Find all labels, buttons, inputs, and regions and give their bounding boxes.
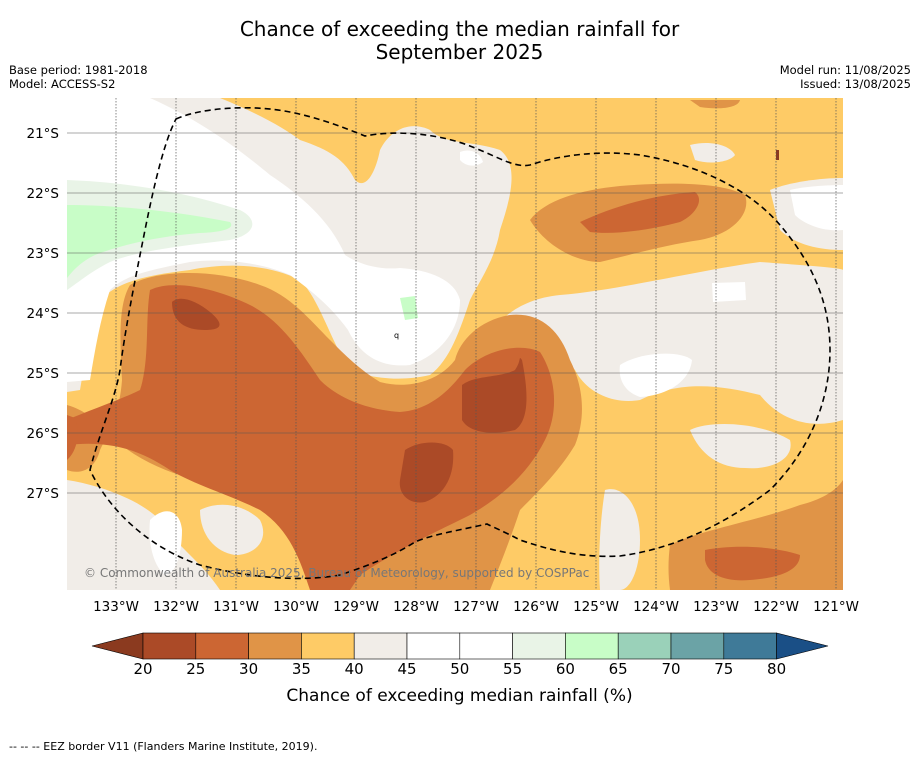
- colorbar-tick-label: 35: [291, 660, 311, 678]
- colorbar-segment-25-30: [195, 632, 249, 660]
- colorbar-segment-20-25: [142, 632, 197, 660]
- contour-label-mark: q: [394, 331, 399, 340]
- colorbar-tick-label: 20: [133, 660, 153, 678]
- contour-20-25-d: [776, 150, 779, 160]
- lat-label: 24°S: [27, 306, 60, 322]
- contour-45-55-east-c: [460, 150, 483, 166]
- issued-date: Issued: 13/08/2025: [800, 77, 911, 91]
- contour-40-45-east-e: [690, 143, 735, 163]
- lat-label: 25°S: [27, 366, 60, 382]
- colorbar-tick-label: 40: [344, 660, 364, 678]
- contour-45-55-east-b: [712, 282, 746, 302]
- colorbar-tick-label: 45: [397, 660, 417, 678]
- latitude-labels: 21°S 22°S 23°S 24°S 25°S 26°S 27°S: [27, 126, 60, 502]
- model-run: Model run: 11/08/2025: [779, 63, 911, 77]
- longitude-labels: 133°W 132°W 131°W 130°W 129°W 128°W 127°…: [93, 599, 859, 615]
- map-title: Chance of exceeding the median rainfall …: [0, 18, 919, 64]
- rainfall-contours: [67, 98, 843, 590]
- lon-label: 128°W: [393, 599, 439, 615]
- model-name: Model: ACCESS-S2: [9, 77, 116, 91]
- eez-border: [89, 106, 831, 580]
- contour-20-25-c: [399, 442, 454, 503]
- colorbar-tick-label: 60: [555, 660, 575, 678]
- lat-label: 22°S: [27, 186, 60, 202]
- colorbar-segment-40-45: [353, 632, 408, 660]
- contour-25-30-main: [67, 285, 555, 590]
- contour-45-55-south: [149, 511, 182, 575]
- lon-label: 121°W: [813, 599, 859, 615]
- lon-label: 123°W: [693, 599, 739, 615]
- contour-20-25-b: [462, 358, 527, 433]
- lon-label: 132°W: [153, 599, 199, 615]
- lon-label: 131°W: [213, 599, 259, 615]
- contour-25-30-west: [67, 415, 78, 460]
- contour-40-45-south-b: [200, 504, 264, 555]
- colorbar-tick-label: 50: [450, 660, 470, 678]
- copyright-text: © Commonwealth of Australia 2025, Bureau…: [84, 566, 589, 580]
- colorbar-tick-label: 65: [608, 660, 628, 678]
- lon-label: 122°W: [753, 599, 799, 615]
- colorbar-segment-70-75: [670, 632, 725, 660]
- colorbar-segment-55-60: [512, 632, 566, 660]
- lon-label: 126°W: [513, 599, 559, 615]
- colorbar-segment-65-70: [617, 632, 672, 660]
- lon-label: 129°W: [333, 599, 379, 615]
- colorbar-tick-label: 70: [661, 660, 681, 678]
- contour-20-25-a: [172, 298, 220, 330]
- colorbar-tick-label: 55: [503, 660, 523, 678]
- graticule: [67, 98, 843, 590]
- colorbar-segment-30-35: [248, 632, 302, 660]
- contour-60-65-small: [400, 296, 418, 320]
- lat-label: 21°S: [27, 126, 60, 142]
- colorbar-segment-75-80: [723, 632, 777, 660]
- contour-45-55-east-d: [790, 185, 843, 231]
- colorbar-extend-low: [91, 632, 144, 660]
- colorbar-segment-35-40: [301, 632, 355, 660]
- contour-30-35-north: [690, 100, 740, 109]
- colorbar-label: Chance of exceeding median rainfall (%): [286, 686, 633, 706]
- contour-25-30-northeast: [580, 192, 700, 233]
- colorbar-tick-label: 75: [714, 660, 734, 678]
- colorbar-segment-60-65: [565, 632, 619, 660]
- contour-60-65: [67, 205, 232, 278]
- lon-label: 133°W: [93, 599, 139, 615]
- lat-label: 23°S: [27, 246, 60, 262]
- lat-label: 27°S: [27, 486, 60, 502]
- colorbar-segment-50-55: [459, 632, 513, 660]
- colorbar-segment-45-50: [406, 632, 461, 660]
- title-line-2: September 2025: [375, 40, 544, 64]
- colorbar: [91, 632, 829, 660]
- colorbar-tick-label: 25: [186, 660, 206, 678]
- lat-label: 26°S: [27, 426, 60, 442]
- meta-left: Base period: 1981-2018 Model: ACCESS-S2: [9, 63, 148, 91]
- base-period: Base period: 1981-2018: [9, 63, 148, 77]
- contour-40-45-east-c: [690, 424, 791, 469]
- meta-right: Model run: 11/08/2025 Issued: 13/08/2025: [780, 63, 911, 91]
- contour-45-55-northwest: [67, 98, 460, 382]
- lon-label: 124°W: [633, 599, 679, 615]
- contour-40-45-east-a: [480, 262, 843, 424]
- colorbar-tick-label: 30: [239, 660, 259, 678]
- lon-label: 130°W: [273, 599, 319, 615]
- contour-40-45-east-d: [599, 489, 640, 590]
- lon-label: 127°W: [453, 599, 499, 615]
- colorbar-tick-label: 80: [767, 660, 787, 678]
- eez-footnote: -- -- -- EEZ border V11 (Flanders Marine…: [9, 740, 318, 753]
- lon-label: 125°W: [573, 599, 619, 615]
- title-line-1: Chance of exceeding the median rainfall …: [239, 17, 680, 41]
- colorbar-extend-high: [776, 632, 829, 660]
